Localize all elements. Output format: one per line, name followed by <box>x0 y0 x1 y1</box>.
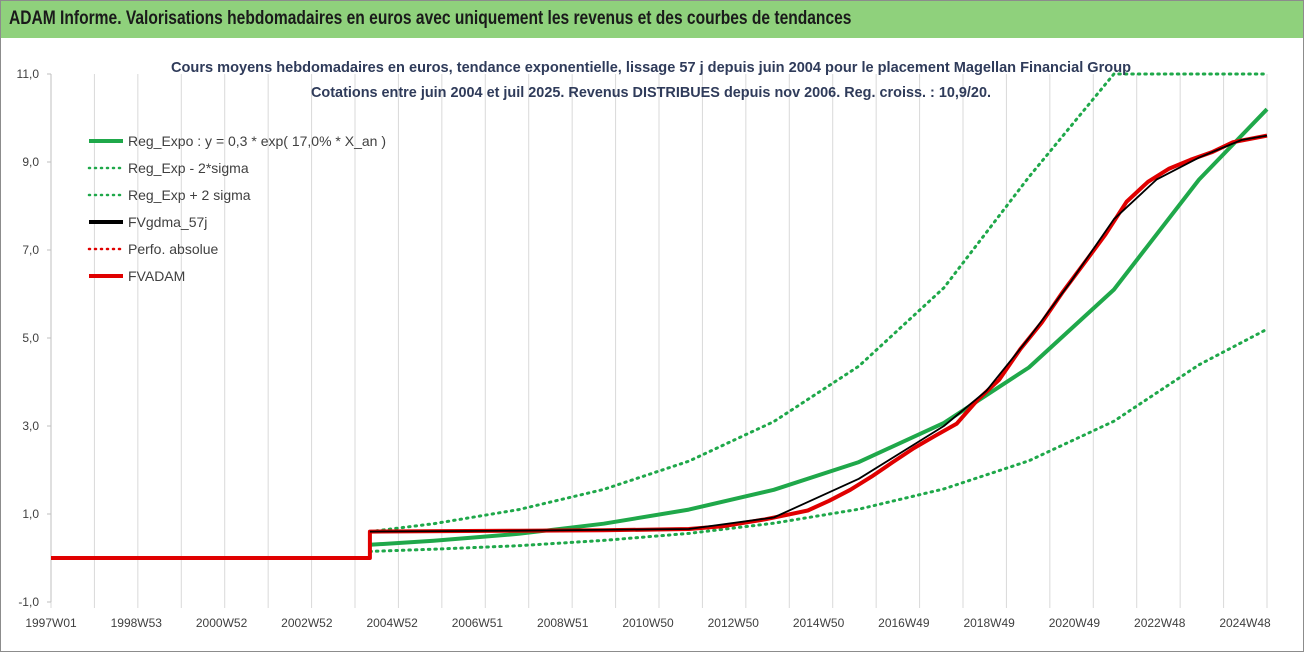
legend-label: Reg_Exp - 2*sigma <box>128 160 249 176</box>
series-fvgdma-57j <box>369 134 1268 533</box>
legend-label: Perfo. absolue <box>128 241 218 257</box>
x-tick-label: 2004W52 <box>366 616 418 630</box>
x-tick-label: 2010W50 <box>622 616 674 630</box>
x-tick-label: 1997W01 <box>25 616 77 630</box>
chart-title-line: Cotations entre juin 2004 et juil 2025. … <box>311 84 991 101</box>
chart-title-line: Cours moyens hebdomadaires en euros, ten… <box>171 59 1131 76</box>
y-tick-label: 3,0 <box>22 419 39 433</box>
series-reg-exp-minus-2sigma <box>368 327 1269 553</box>
x-tick-label: 1998W53 <box>111 616 163 630</box>
legend-label: FVADAM <box>128 268 185 284</box>
title-banner: ADAM Informe. Valorisations hebdomadaire… <box>1 1 1303 38</box>
legend-label: Reg_Expo : y = 0,3 * exp( 17,0% * X_an ) <box>128 133 386 149</box>
y-tick-label: 9,0 <box>22 155 39 169</box>
x-tick-label: 2024W48 <box>1219 616 1271 630</box>
grid-lines <box>50 74 1268 608</box>
x-tick-label: 2006W51 <box>452 616 504 630</box>
x-tick-label: 2022W48 <box>1134 616 1186 630</box>
banner-title: ADAM Informe. Valorisations hebdomadaire… <box>9 8 852 29</box>
x-tick-label: 2020W49 <box>1049 616 1101 630</box>
chart-title: Cours moyens hebdomadaires en euros, ten… <box>171 59 1131 101</box>
y-tick-label: 5,0 <box>22 331 39 345</box>
axes: 11,0 9,0 7,0 5,0 3,0 1,0 -1,0 1997W01 1998W53 200… <box>17 67 1271 630</box>
x-tick-label: 2008W51 <box>537 616 589 630</box>
legend-label: Reg_Exp + 2 sigma <box>128 187 251 203</box>
series-reg-exp-plus-2sigma <box>368 72 1269 534</box>
x-tick-label: 2000W52 <box>196 616 248 630</box>
legend: Reg_Expo : y = 0,3 * exp( 17,0% * X_an )… <box>87 133 386 284</box>
x-tick-label: 2016W49 <box>878 616 930 630</box>
y-tick-label: 1,0 <box>22 507 39 521</box>
y-tick-label: 11,0 <box>17 67 40 81</box>
series-reg-expo <box>369 107 1269 547</box>
y-tick-label: 7,0 <box>22 243 39 257</box>
y-tick-label: -1,0 <box>18 595 39 609</box>
x-tick-label: 2018W49 <box>963 616 1015 630</box>
line-chart: 11,0 9,0 7,0 5,0 3,0 1,0 -1,0 1997W01 1998W53 200… <box>17 59 1271 630</box>
x-tick-label: 2014W50 <box>793 616 845 630</box>
legend-label: FVgdma_57j <box>128 214 207 230</box>
x-tick-label: 2002W52 <box>281 616 333 630</box>
x-tick-label: 2012W50 <box>708 616 760 630</box>
series-lines <box>51 72 1269 560</box>
